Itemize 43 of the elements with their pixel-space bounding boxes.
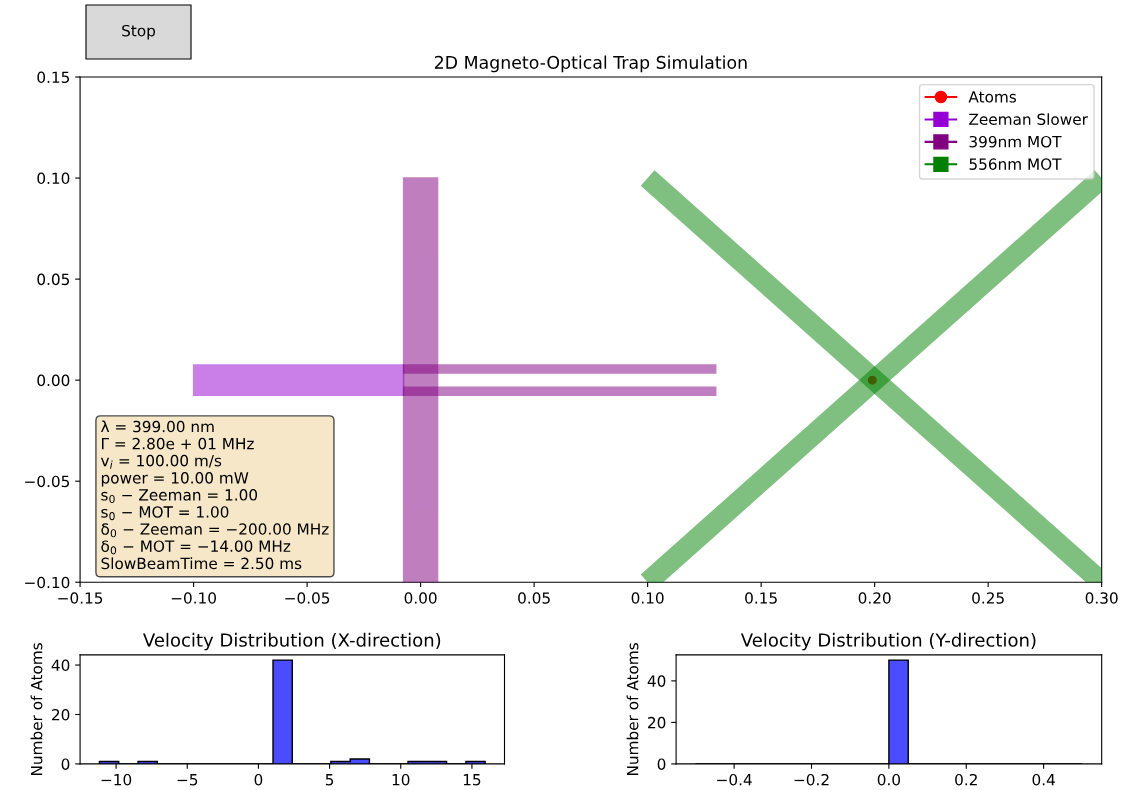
x-tick-label: −5 bbox=[177, 774, 198, 786]
x-tick-label: −0.2 bbox=[794, 773, 829, 786]
x-tick-label: 0.2 bbox=[955, 773, 977, 786]
y-tick-label: 0.05 bbox=[37, 273, 70, 286]
x-tick-label: 0 bbox=[254, 773, 263, 786]
y-tick-label: 20 bbox=[52, 708, 70, 721]
chart-title: Velocity Distribution (X-direction) bbox=[143, 632, 441, 651]
x-tick-label: 0.30 bbox=[1085, 592, 1118, 604]
y-axis-title: Number of Atoms bbox=[626, 643, 639, 776]
legend-label: Atoms bbox=[968, 91, 1017, 103]
x-tick-label: 0.20 bbox=[858, 592, 891, 604]
y-tick-label: 0.15 bbox=[37, 71, 70, 84]
x-tick-label: 15 bbox=[463, 774, 481, 786]
x-tick-label: 0.4 bbox=[1032, 773, 1055, 786]
y-tick-label: 40 bbox=[51, 659, 70, 672]
legend-label: 399nm MOT bbox=[969, 135, 1062, 148]
x-tick-label: −0.05 bbox=[285, 592, 330, 604]
x-tick-label: 0.05 bbox=[518, 592, 550, 604]
y-tick-label: 0 bbox=[61, 758, 70, 770]
chart-title: 2D Magneto-Optical Trap Simulation bbox=[434, 55, 747, 73]
text: λ = 399.00 nm Γ = 2.80e + 01 MHz v$_{i}$ = 100.00 m/s power = 10.00 mW s$_{0}$ − Zeeman = 1.00 s$_{0}$ − MOT = 1.00 δ$_{0}$ − Zeeman = −200.00 MHz δ$_{0}$ − MOT = −14.00 MHz SlowBeamTime = 2.50 ms bbox=[100, 420, 329, 570]
x-tick-label: −0.15 bbox=[58, 592, 103, 604]
y-tick-label: 40 bbox=[647, 675, 666, 687]
x-tick-label: 5 bbox=[325, 774, 334, 786]
x-tick-label: 10 bbox=[392, 773, 410, 786]
x-tick-label: −0.4 bbox=[717, 773, 752, 786]
y-tick-label: −0.10 bbox=[25, 576, 70, 589]
x-tick-label: −0.10 bbox=[171, 592, 216, 604]
x-tick-label: 0.15 bbox=[745, 592, 777, 604]
y-tick-label: 0.00 bbox=[37, 374, 70, 387]
y-tick-label: 0.10 bbox=[37, 172, 70, 185]
y-tick-label: 20 bbox=[648, 716, 666, 729]
chart-title: Velocity Distribution (Y-direction) bbox=[740, 632, 1036, 651]
y-axis-title: Number of Atoms bbox=[30, 643, 43, 776]
x-tick-label: 0.00 bbox=[404, 592, 437, 604]
x-tick-label: −10 bbox=[101, 773, 132, 786]
legend-label: 556nm MOT bbox=[969, 158, 1062, 170]
legend-label: Zeeman Slower bbox=[969, 113, 1088, 126]
x-tick-label: 0.25 bbox=[972, 592, 1004, 604]
text: Stop bbox=[122, 24, 156, 40]
y-tick-label: 0 bbox=[657, 758, 666, 770]
y-tick-label: −0.05 bbox=[25, 475, 70, 488]
x-tick-label: 0.0 bbox=[877, 773, 901, 786]
